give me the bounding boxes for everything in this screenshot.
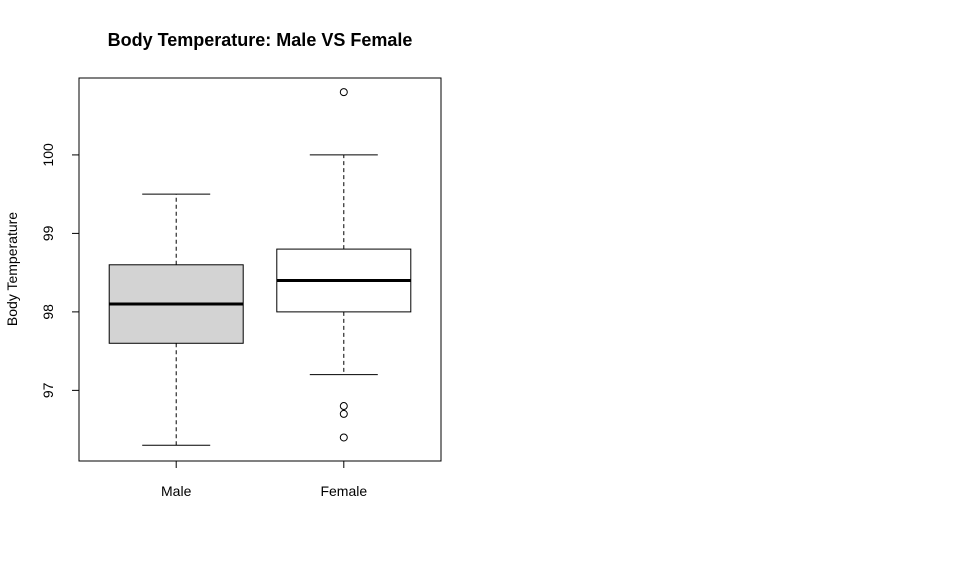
x-tick-label: Male bbox=[161, 483, 192, 499]
y-tick-label: 99 bbox=[40, 225, 56, 241]
y-tick-label: 98 bbox=[40, 304, 56, 320]
y-axis-label: Body Temperature bbox=[4, 212, 20, 326]
y-tick-label: 97 bbox=[40, 382, 56, 398]
box-female bbox=[276, 88, 412, 442]
x-axis: Male Female bbox=[161, 460, 367, 499]
outlier-point bbox=[339, 433, 348, 442]
outlier-point bbox=[339, 409, 348, 418]
box-male bbox=[108, 193, 244, 446]
outlier-point bbox=[339, 402, 348, 411]
y-tick-label: 100 bbox=[40, 143, 56, 167]
outlier-point bbox=[339, 88, 348, 97]
chart-title: Body Temperature: Male VS Female bbox=[108, 30, 413, 50]
x-tick-label: Female bbox=[320, 483, 367, 499]
boxes-layer bbox=[108, 88, 412, 446]
y-axis: 97 98 99 100 bbox=[40, 143, 80, 398]
